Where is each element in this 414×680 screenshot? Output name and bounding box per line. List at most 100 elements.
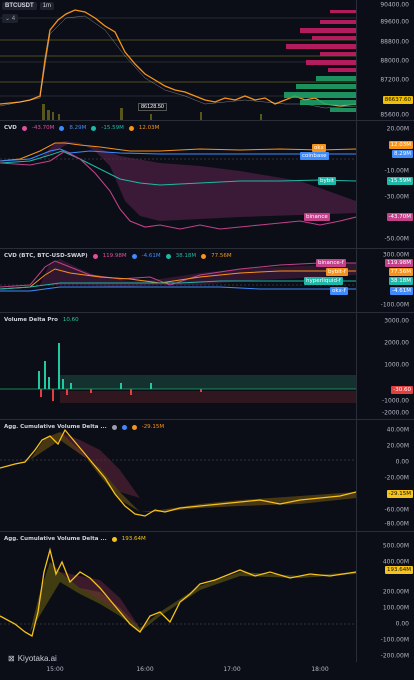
- time-tick: 16:00: [136, 666, 154, 673]
- cvd-plot[interactable]: [0, 121, 356, 248]
- brand-logo: ⊠ Kiyotaka.ai: [8, 654, 57, 663]
- vdp-pane[interactable]: Volume Delta Pro 10.60 3000.00 2000.00 1…: [0, 313, 414, 420]
- vdp-legend[interactable]: Volume Delta Pro 10.60: [4, 317, 79, 323]
- agg-cvd-axis-2[interactable]: 500.00M 400.00M 193.64M 200.00M 100.00M …: [356, 532, 414, 662]
- okx-dot-icon: [128, 125, 134, 131]
- cvd-swap-pane[interactable]: CVD (BTC, BTC-USD-SWAP) 119.98M -4.61M 3…: [0, 249, 414, 313]
- legend-value: 119.98M: [102, 253, 127, 259]
- bybit-f-tag: bybit-f: [326, 268, 348, 276]
- chevron-down-icon: ⌄: [5, 16, 11, 22]
- agg-cvd-pane-1[interactable]: Agg. Cumulative Volume Delta ... -29.15M…: [0, 420, 414, 532]
- hyperliquid-f-value-tag: 38.18M: [388, 277, 413, 285]
- cvd-tick: -30.00M: [384, 193, 409, 201]
- vdp-tick: 3000.00: [384, 317, 409, 325]
- legend-value: 38.18M: [175, 253, 197, 259]
- price-plot[interactable]: [0, 0, 356, 120]
- orange-dot-icon: [131, 424, 137, 430]
- agg-cvd-title-1: Agg. Cumulative Volume Delta ...: [4, 424, 107, 430]
- time-tick: 15:00: [46, 666, 64, 673]
- symbol-header[interactable]: BTCUSDT 1m: [2, 2, 55, 10]
- agg-cvd-plot-2[interactable]: [0, 532, 356, 662]
- cvd-swap-plot[interactable]: [0, 249, 356, 312]
- coinbase-value-tag: 8.29M: [392, 150, 413, 158]
- collapse-toggle[interactable]: ⌄ 4: [2, 14, 19, 23]
- vdp-title: Volume Delta Pro: [4, 317, 58, 323]
- cvd-swap-tick: 300.00M: [382, 251, 409, 259]
- agg-cvd-legend-2[interactable]: Agg. Cumulative Volume Delta ... 193.64M: [4, 536, 146, 542]
- vdp-tick: -2000.00: [382, 409, 409, 417]
- price-tick: 87200.00: [380, 76, 409, 84]
- agg-cvd-legend-1[interactable]: Agg. Cumulative Volume Delta ... -29.15M: [4, 424, 164, 430]
- okx-f-value-tag: -4.61M: [390, 287, 413, 295]
- price-axis[interactable]: 90400.00 89600.00 88800.00 88000.00 8720…: [356, 0, 414, 120]
- agg1-tick: 0.00: [395, 458, 409, 466]
- hyperliquid-f-tag: hyperliquid-f: [304, 277, 343, 285]
- bybit-value-tag: -15.59M: [386, 177, 413, 185]
- cvd-swap-axis[interactable]: 300.00M 119.98M 77.56M 38.18M -4.61M -10…: [356, 249, 414, 312]
- agg2-tick: -200.00M: [380, 652, 409, 660]
- cvd-tick: -10.00M: [384, 167, 409, 175]
- time-tick: 17:00: [223, 666, 241, 673]
- okx-value-tag: 12.03M: [388, 141, 413, 149]
- legend-value: -15.59M: [101, 125, 124, 131]
- legend-value: 77.56M: [211, 253, 232, 259]
- kiyotaka-logo-icon: ⊠: [8, 654, 15, 663]
- price-tick: 88000.00: [380, 57, 409, 65]
- cvd-title: CVD: [4, 125, 17, 131]
- legend-value: 193.64M: [121, 536, 146, 542]
- cvd-legend[interactable]: CVD -43.70M 8.29M -15.59M 12.03M: [4, 125, 159, 131]
- vdp-axis[interactable]: 3000.00 2000.00 1000.00 -30.60 -1000.00 …: [356, 313, 414, 419]
- legend-value: 12.03M: [138, 125, 160, 131]
- binance-f-value-tag: 119.98M: [385, 259, 413, 267]
- legend-value: 8.29M: [69, 125, 87, 131]
- price-tick: 85600.00: [380, 111, 409, 119]
- agg2-tick: 200.00M: [382, 588, 409, 596]
- legend-value: -29.15M: [141, 424, 165, 430]
- brand-name: Kiyotaka.ai: [17, 654, 57, 663]
- cvd-swap-title: CVD (BTC, BTC-USD-SWAP): [4, 253, 88, 259]
- agg2-value-tag: 193.64M: [385, 566, 413, 574]
- blue-dot-icon: [121, 424, 127, 430]
- legend-value: -43.70M: [31, 125, 55, 131]
- current-price-tag: 86637.60: [382, 96, 413, 104]
- legend-value: -4.61M: [141, 253, 161, 259]
- legend-value: 10.60: [62, 317, 79, 323]
- price-tick: 88800.00: [380, 38, 409, 46]
- bybit-dot-icon: [91, 125, 97, 131]
- vdp-plot[interactable]: [0, 313, 356, 419]
- agg1-tick: 20.00M: [386, 442, 409, 450]
- time-axis[interactable]: 15:00 16:00 17:00 18:00: [0, 662, 414, 680]
- agg-cvd-plot-1[interactable]: [0, 420, 356, 531]
- binance-dot-icon: [21, 125, 27, 131]
- price-pane[interactable]: 86128.50 BTCUSDT 1m ⌄ 4 90400.00 89600.0…: [0, 0, 414, 121]
- cvd-pane[interactable]: CVD -43.70M 8.29M -15.59M 12.03M okx coi…: [0, 121, 414, 249]
- binance-f-dot-icon: [92, 253, 98, 259]
- cvd-tick: 20.00M: [386, 125, 409, 133]
- price-tick: 89600.00: [380, 18, 409, 26]
- vdp-tick: -1000.00: [382, 397, 409, 405]
- vdp-tick: 2000.00: [384, 339, 409, 347]
- cvd-axis[interactable]: 20.00M 12.03M 8.29M -10.00M -15.59M -30.…: [356, 121, 414, 248]
- vdp-value-tag: -30.60: [391, 386, 413, 394]
- bybit-f-dot-icon: [201, 253, 207, 259]
- agg-cvd-pane-2[interactable]: Agg. Cumulative Volume Delta ... 193.64M…: [0, 532, 414, 662]
- timeframe-badge[interactable]: 1m: [39, 2, 55, 10]
- vdp-tick: 1000.00: [384, 361, 409, 369]
- agg2-tick: 400.00M: [382, 558, 409, 566]
- agg-cvd-axis-1[interactable]: 40.00M 20.00M 0.00 -20.00M -29.15M -60.0…: [356, 420, 414, 531]
- yellow-dot-icon: [111, 536, 117, 542]
- agg1-tick: -60.00M: [384, 506, 409, 514]
- symbol-badge[interactable]: BTCUSDT: [2, 2, 37, 10]
- okx-f-tag: okx-f: [330, 287, 348, 295]
- low-price-label: 86128.50: [138, 103, 167, 111]
- cvd-tick: -50.00M: [384, 235, 409, 243]
- coinbase-tag: coinbase: [300, 152, 329, 160]
- bybit-tag: bybit: [318, 177, 336, 185]
- binance-f-tag: binance-f: [316, 259, 346, 267]
- agg2-tick: 100.00M: [382, 604, 409, 612]
- cvd-swap-legend[interactable]: CVD (BTC, BTC-USD-SWAP) 119.98M -4.61M 3…: [4, 253, 232, 259]
- agg1-value-tag: -29.15M: [386, 490, 413, 498]
- cvd-swap-tick: -100.00M: [380, 301, 409, 309]
- collapse-count: 4: [11, 16, 16, 22]
- settings-dot-icon: [111, 424, 117, 430]
